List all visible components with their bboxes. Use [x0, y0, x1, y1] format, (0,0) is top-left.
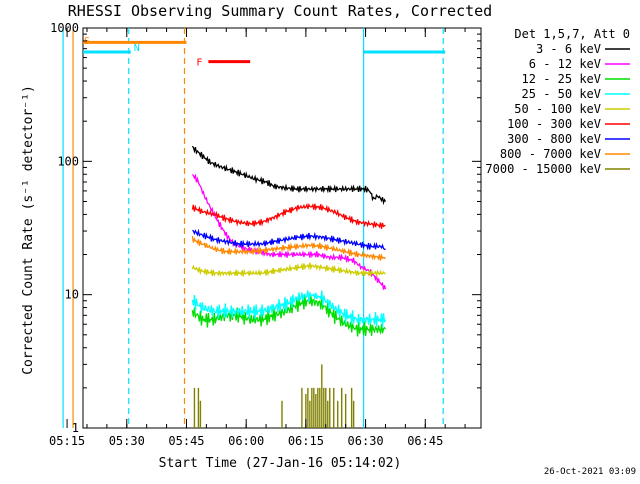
series-100-to-300kev [191, 202, 386, 229]
series-50-to-100kev [191, 262, 386, 278]
series-25-to-50kev [191, 290, 387, 328]
y-tick-label: 1 [72, 421, 79, 435]
legend-label: 3 - 6 keV [536, 42, 601, 56]
series-300-to-800kev [192, 228, 386, 251]
legend-label: 800 - 7000 keV [500, 147, 601, 161]
legend-label: 50 - 100 keV [514, 102, 601, 116]
chart-title: RHESSI Observing Summary Count Rates, Co… [68, 2, 492, 20]
legend-label: 7000 - 15000 keV [485, 162, 601, 176]
x-axis-label: Start Time (27-Jan-16 05:14:02) [159, 456, 402, 471]
x-tick-label: 06:00 [228, 434, 264, 448]
x-tick-label: 06:15 [288, 434, 324, 448]
x-tick-label: 06:30 [348, 434, 384, 448]
y-tick-label: 100 [57, 154, 79, 168]
flare-flag-label: F [196, 58, 202, 69]
legend-label: 12 - 25 keV [522, 72, 601, 86]
plot-frame [82, 27, 482, 429]
saa-flag-label: S [84, 36, 90, 47]
series-800-to-7000kev [191, 236, 386, 261]
x-tick-label: 05:45 [168, 434, 204, 448]
x-tick-label: 06:45 [407, 434, 443, 448]
legend-label: 100 - 300 keV [507, 117, 601, 131]
legend-label: 6 - 12 keV [529, 57, 601, 71]
y-tick-label: 10 [65, 288, 79, 302]
y-tick-label: 1000 [50, 21, 79, 35]
series-12-to-25kev [191, 294, 387, 337]
x-tick-label: 05:30 [109, 434, 145, 448]
legend-header: Det 1,5,7, Att 0 [514, 27, 630, 41]
series-3-to-6kev [191, 145, 387, 206]
series-6-to-12kev [191, 173, 387, 290]
x-tick-label: 05:15 [49, 434, 85, 448]
legend-label: 300 - 800 keV [507, 132, 601, 146]
legend-label: 25 - 50 keV [522, 87, 601, 101]
y-axis-label: Corrected Count Rate (s⁻¹ detector⁻¹) [21, 85, 36, 375]
night-flag-label: N [134, 43, 140, 54]
footer-timestamp: 26-Oct-2021 03:09 [544, 467, 636, 477]
